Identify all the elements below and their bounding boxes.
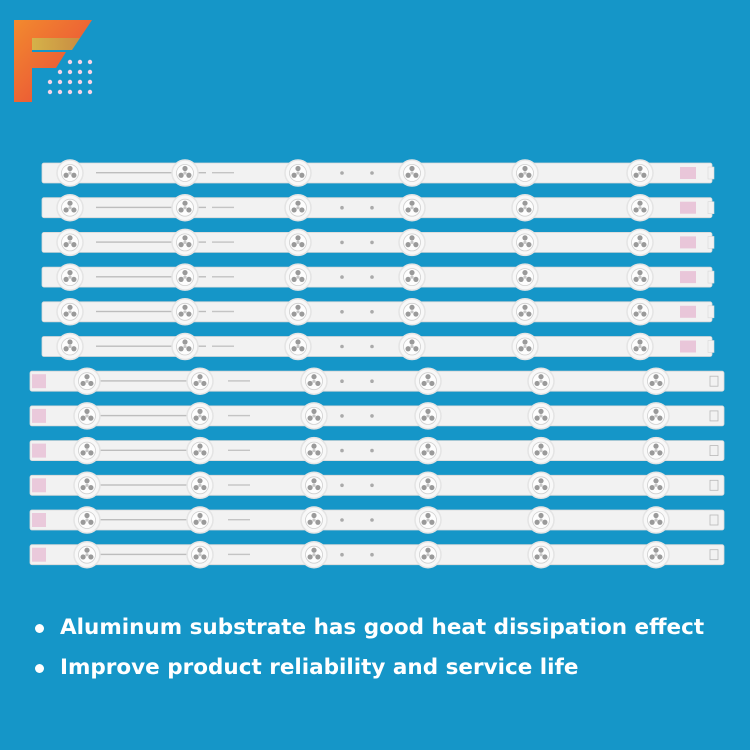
led-strip xyxy=(29,471,725,500)
led-lens xyxy=(284,298,312,326)
led-lens xyxy=(511,298,539,326)
led-strip xyxy=(29,367,725,395)
led-lens xyxy=(414,402,442,430)
led-lens xyxy=(73,402,101,430)
led-lens xyxy=(527,540,555,569)
led-lens xyxy=(511,228,539,257)
led-lens xyxy=(284,332,312,361)
led-lens xyxy=(56,298,84,326)
led-lens xyxy=(300,506,328,534)
feature-item: Aluminum substrate has good heat dissipa… xyxy=(32,608,732,648)
led-lens xyxy=(73,367,101,395)
led-lens xyxy=(642,436,670,465)
brand-f-logo-icon xyxy=(14,20,93,102)
led-lens xyxy=(414,540,442,569)
led-lens xyxy=(626,228,654,257)
led-lens xyxy=(626,193,654,222)
led-lens xyxy=(56,332,84,361)
led-strip-product-photo xyxy=(29,159,725,569)
led-lens xyxy=(186,540,214,569)
led-strip xyxy=(41,193,715,222)
led-lens xyxy=(284,193,312,222)
led-lens xyxy=(642,540,670,569)
led-strip xyxy=(29,436,725,465)
led-lens xyxy=(186,402,214,430)
led-lens xyxy=(73,471,101,500)
led-lens xyxy=(398,263,426,291)
led-lens xyxy=(300,471,328,500)
led-lens xyxy=(398,332,426,361)
led-lens xyxy=(171,298,199,326)
led-strip xyxy=(41,263,715,291)
bullet-dot-icon xyxy=(35,664,44,673)
led-lens xyxy=(73,506,101,534)
led-lens xyxy=(73,436,101,465)
feature-list: Aluminum substrate has good heat dissipa… xyxy=(32,608,732,688)
led-lens xyxy=(527,367,555,395)
led-lens xyxy=(171,159,199,187)
led-lens xyxy=(186,506,214,534)
connector xyxy=(32,513,46,527)
led-lens xyxy=(414,471,442,500)
led-lens xyxy=(398,159,426,187)
connector xyxy=(32,443,46,458)
bullet-dot-icon xyxy=(35,624,44,633)
feature-item: Improve product reliability and service … xyxy=(32,648,732,688)
led-lens xyxy=(300,540,328,569)
led-lens xyxy=(171,332,199,361)
led-lens xyxy=(300,436,328,465)
led-lens xyxy=(642,402,670,430)
feature-text: Improve product reliability and service … xyxy=(60,655,579,680)
led-lens xyxy=(511,332,539,361)
led-lens xyxy=(414,436,442,465)
led-lens xyxy=(511,263,539,291)
led-lens xyxy=(398,228,426,257)
led-lens xyxy=(56,193,84,222)
led-lens xyxy=(626,159,654,187)
led-strip xyxy=(29,506,725,534)
led-lens xyxy=(300,402,328,430)
led-lens xyxy=(56,159,84,187)
led-lens xyxy=(284,228,312,257)
led-strip xyxy=(41,159,715,187)
led-strip xyxy=(41,298,715,326)
feature-text: Aluminum substrate has good heat dissipa… xyxy=(60,615,705,640)
led-lens xyxy=(171,193,199,222)
led-lens xyxy=(171,228,199,257)
led-lens xyxy=(626,263,654,291)
connector xyxy=(32,374,46,389)
led-lens xyxy=(186,436,214,465)
led-strip xyxy=(41,228,715,257)
led-lens xyxy=(171,263,199,291)
led-lens xyxy=(186,471,214,500)
connector xyxy=(32,408,46,423)
connector xyxy=(32,478,46,493)
led-lens xyxy=(284,263,312,291)
led-lens xyxy=(300,367,328,395)
led-lens xyxy=(398,298,426,326)
connector xyxy=(32,547,46,562)
led-lens xyxy=(284,159,312,187)
led-lens xyxy=(414,506,442,534)
led-strip xyxy=(41,332,715,361)
led-lens xyxy=(527,471,555,500)
led-lens xyxy=(56,263,84,291)
led-lens xyxy=(398,193,426,222)
led-lens xyxy=(527,436,555,465)
led-lens xyxy=(414,367,442,395)
led-lens xyxy=(626,298,654,326)
led-lens xyxy=(186,367,214,395)
led-lens xyxy=(642,506,670,534)
led-lens xyxy=(511,193,539,222)
led-lens xyxy=(56,228,84,257)
led-lens xyxy=(642,367,670,395)
led-lens xyxy=(511,159,539,187)
led-lens xyxy=(527,506,555,534)
led-strip xyxy=(29,402,725,430)
led-lens xyxy=(642,471,670,500)
led-lens xyxy=(626,332,654,361)
led-lens xyxy=(73,540,101,569)
led-strip xyxy=(29,540,725,569)
led-lens xyxy=(527,402,555,430)
